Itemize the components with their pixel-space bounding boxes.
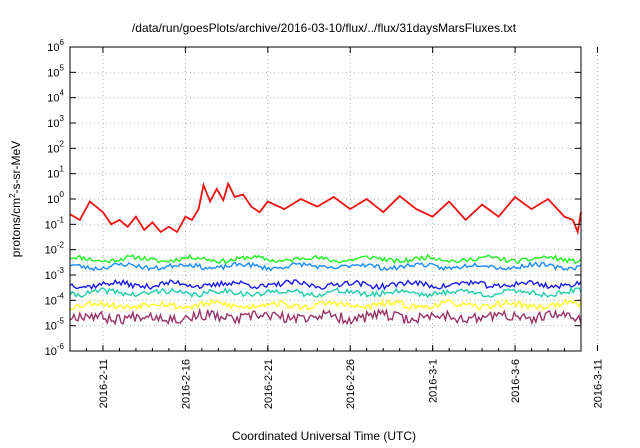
- y-tick-label: 101: [47, 165, 64, 181]
- x-tick-label: 2016-2-11: [98, 359, 110, 408]
- y-tick-label: 106: [47, 38, 64, 54]
- y-tick-label: 102: [47, 139, 64, 155]
- y-tick-label: 10-1: [45, 215, 65, 231]
- x-tick-label: 2016-2-16: [180, 359, 192, 409]
- x-axis-ticks: 2016-2-11 2016-2-16 2016-2-21 2016-2-26 2016…: [69, 47, 604, 409]
- y-tick-label: 10-5: [45, 317, 65, 333]
- series-line: [69, 298, 582, 311]
- x-tick-label: 2016-3-11: [592, 359, 604, 408]
- series-line: [69, 307, 582, 326]
- series-line: [69, 181, 582, 236]
- series-line: [69, 253, 582, 265]
- y-tick-label: 105: [47, 63, 64, 79]
- y-tick-label: 10-2: [45, 241, 65, 257]
- y-tick-label: 10-4: [45, 291, 65, 307]
- y-tick-label: 10-3: [45, 266, 65, 282]
- y-tick-label: 10-6: [45, 342, 65, 358]
- y-axis-ticks: 10-6 10-5 10-4 10-3 10-2 10-1 100 101 102 103 104 1…: [45, 38, 581, 358]
- x-tick-label: 2016-2-21: [263, 359, 275, 409]
- y-tick-label: 103: [47, 114, 64, 130]
- series-line: [69, 286, 582, 299]
- y-axis-label: protons/cm2-s-sr-MeV: [8, 141, 23, 257]
- grid-layer: [70, 47, 598, 351]
- x-tick-label: 2016-3-6: [510, 359, 522, 403]
- series-layer: [69, 181, 582, 326]
- chart-title: /data/run/goesPlots/archive/2016-03-10/f…: [132, 21, 517, 35]
- series-line: [69, 278, 582, 291]
- x-tick-label: 2016-2-26: [345, 359, 357, 409]
- y-tick-label: 100: [47, 190, 64, 206]
- x-axis-label: Coordinated Universal Time (UTC): [232, 429, 416, 443]
- y-tick-label: 104: [47, 89, 64, 105]
- x-tick-label: 2016-3-1: [428, 359, 440, 403]
- series-line: [69, 260, 582, 272]
